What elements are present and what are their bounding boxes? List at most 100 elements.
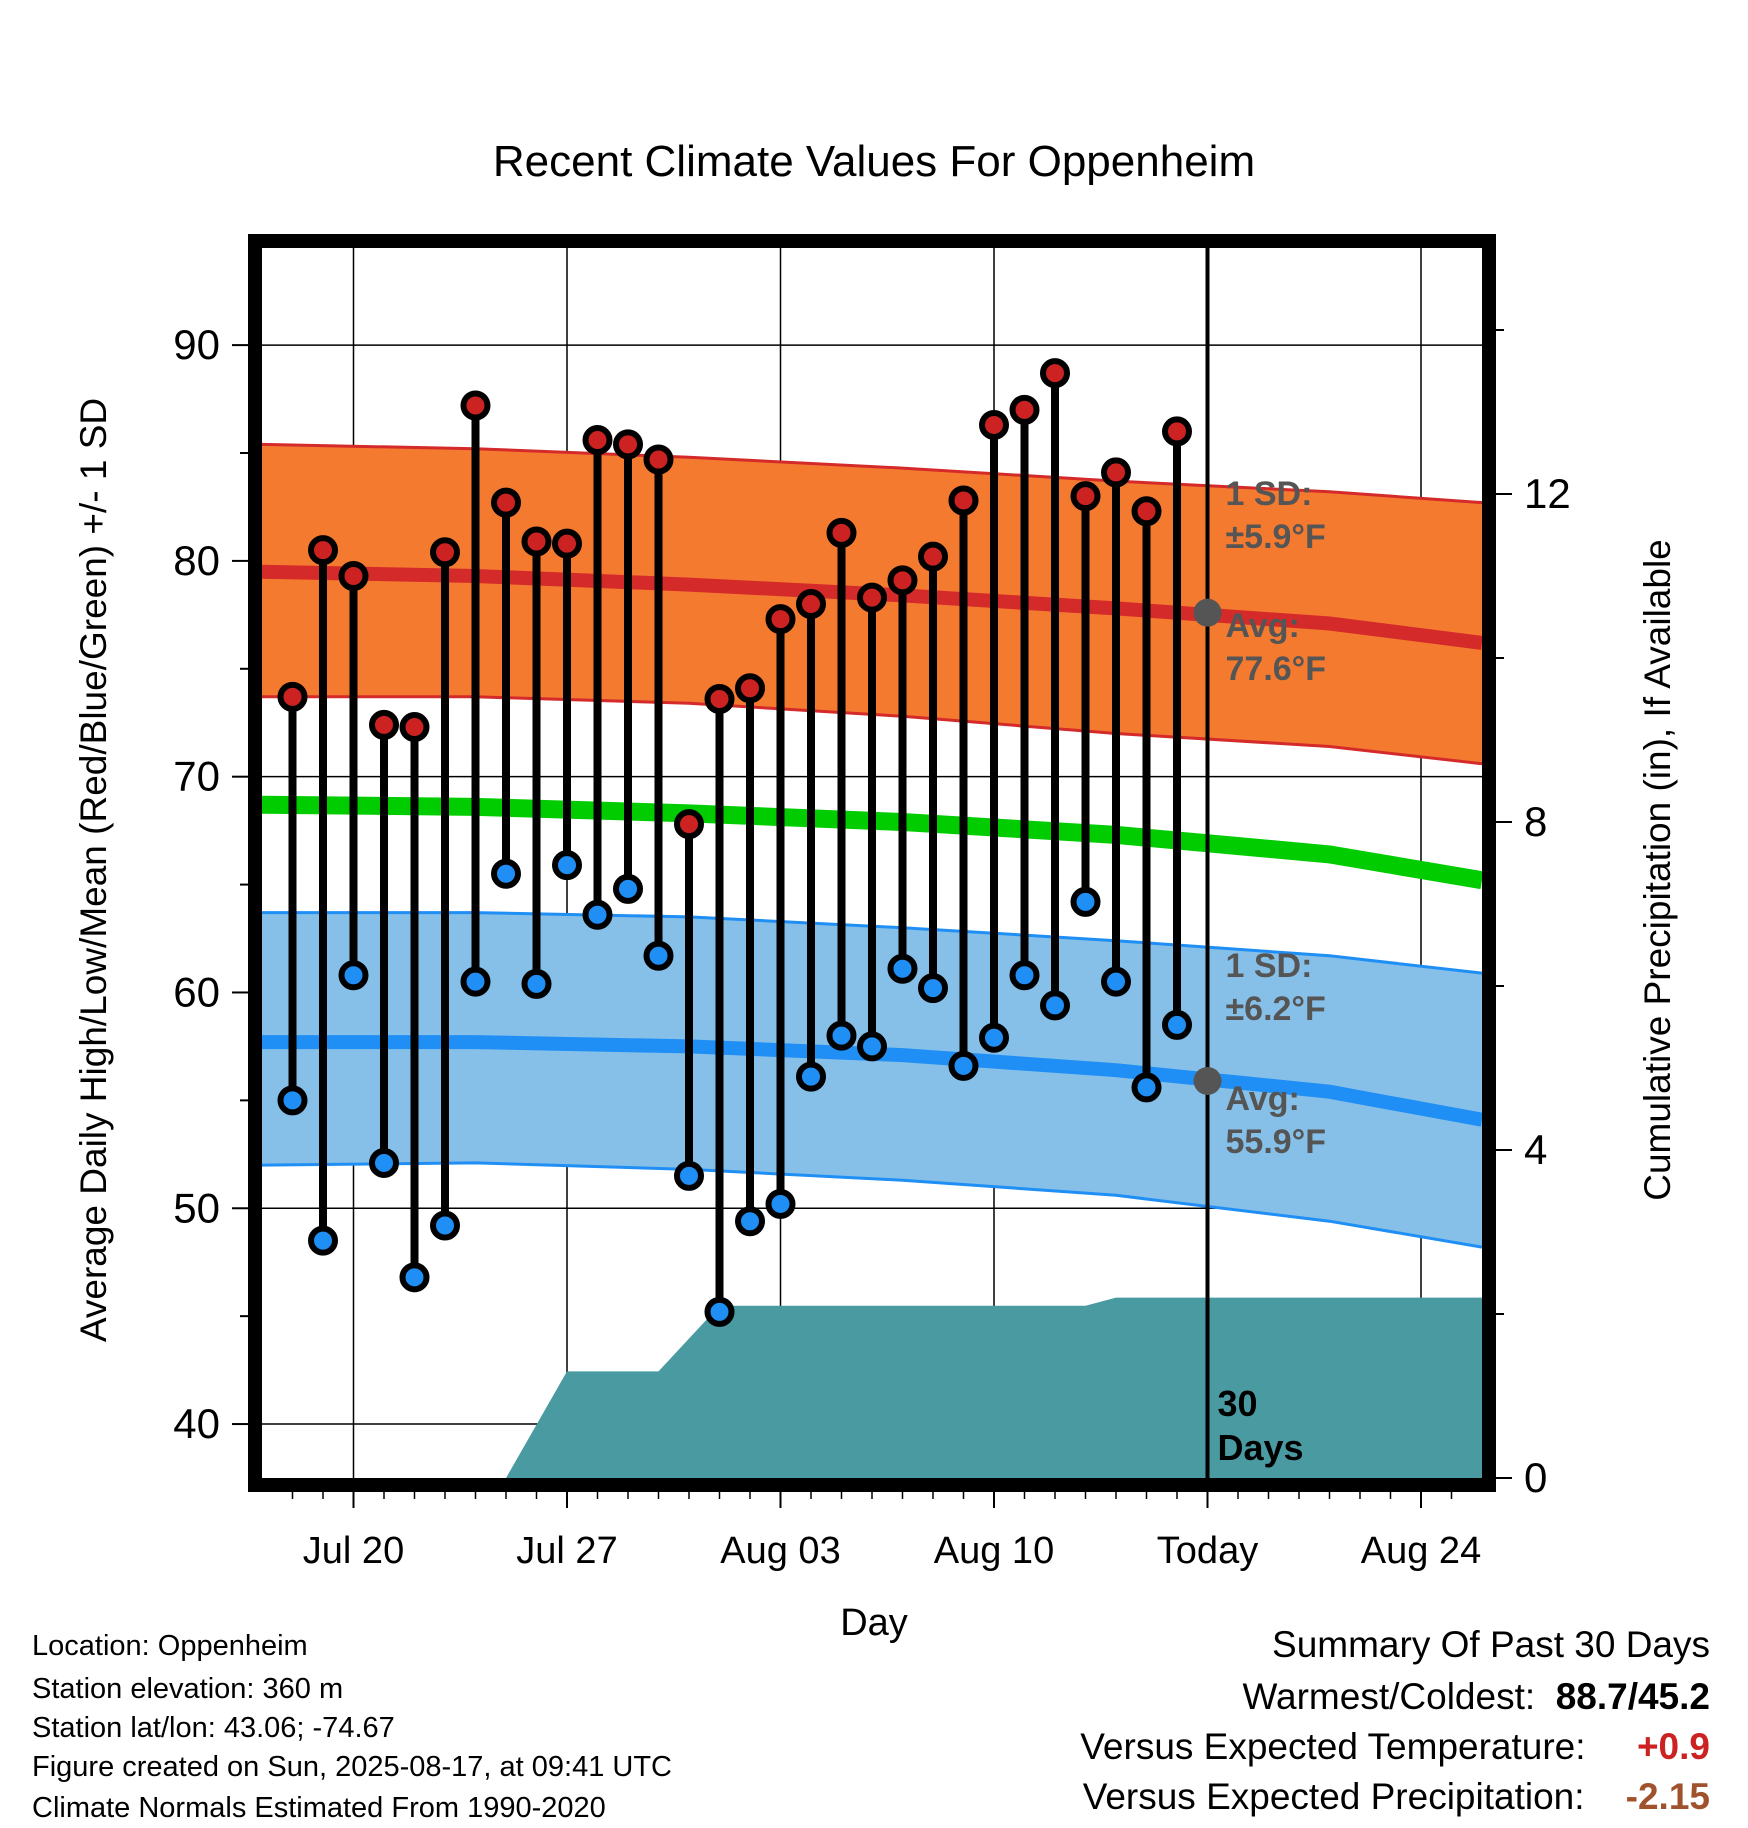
x-tick-label: Today — [1157, 1530, 1258, 1572]
daily-low-point — [1101, 966, 1131, 997]
daily-low-point — [369, 1147, 399, 1178]
daily-high-point — [460, 390, 491, 421]
daily-high-point — [399, 712, 430, 743]
daily-high-point — [704, 684, 735, 714]
daily-high-point — [796, 589, 826, 620]
precip-anomaly-value: -2.15 — [1625, 1776, 1710, 1817]
high-sd-value: ±5.9°F — [1226, 518, 1326, 556]
daily-high-point — [948, 485, 979, 516]
temp-anomaly-value: +0.9 — [1636, 1726, 1710, 1767]
daily-high-point — [918, 541, 948, 572]
low-sd-label: 1 SD: — [1226, 947, 1313, 985]
x-tick-label: Aug 03 — [720, 1530, 840, 1572]
y2-tick-label: 0 — [1524, 1454, 1547, 1501]
plot-frame — [248, 234, 1496, 1492]
y-tick-label: 50 — [173, 1184, 220, 1231]
daily-high-point — [765, 604, 796, 635]
y-tick-label: 40 — [173, 1400, 220, 1447]
daily-high-point — [1101, 457, 1131, 488]
precip-anomaly-label: Versus Expected Precipitation: — [1082, 1776, 1585, 1817]
plot-area: 1 SD: ±5.9°F Avg: 77.6°F 1 SD: ±6.2°F Avg: 55.9… — [173, 234, 1571, 1572]
daily-low-point — [338, 960, 369, 991]
daily-high-point — [613, 429, 643, 460]
daily-low-point — [918, 973, 948, 1004]
daily-low-point — [979, 1022, 1009, 1053]
y-tick-label: 80 — [173, 537, 220, 584]
daily-low-point — [857, 1031, 887, 1062]
daily-low-point — [735, 1206, 765, 1237]
daily-low-point — [704, 1296, 735, 1327]
summary-title: Summary Of Past 30 Days — [1272, 1624, 1710, 1665]
daily-high-point — [643, 444, 674, 475]
high-avg-label: Avg: — [1226, 607, 1300, 645]
daily-high-point — [338, 561, 369, 591]
daily-low-point — [582, 899, 613, 930]
daily-low-point — [1131, 1072, 1162, 1103]
daily-low-point — [1009, 960, 1040, 991]
daily-low-point — [1162, 1009, 1192, 1040]
daily-low-point — [826, 1020, 857, 1051]
y-tick-label: 70 — [173, 753, 220, 800]
daily-high-point — [1040, 358, 1070, 389]
y2-tick-label: 4 — [1524, 1126, 1547, 1173]
daily-low-point — [460, 966, 491, 997]
precip-anomaly-row: Versus Expected Precipitation: -2.15 — [1083, 1778, 1710, 1815]
daily-low-point — [491, 858, 521, 889]
temp-anomaly-label: Versus Expected Temperature: — [1080, 1726, 1586, 1767]
daily-high-point — [369, 709, 399, 740]
daily-low-point — [887, 953, 918, 984]
warmest-coldest-label: Warmest/Coldest: — [1242, 1676, 1536, 1717]
y-axis-label: Average Daily High/Low/Mean (Red/Blue/Gr… — [73, 398, 114, 1342]
daily-high-point — [521, 526, 552, 557]
warmest-coldest-value: 88.7/45.2 — [1555, 1676, 1710, 1717]
y2-tick-label: 12 — [1524, 470, 1571, 517]
daily-low-point — [796, 1061, 826, 1092]
precip-label-30: 30 — [1218, 1383, 1258, 1424]
daily-high-point — [430, 537, 460, 568]
daily-high-point — [735, 673, 765, 704]
daily-low-point — [1070, 886, 1101, 917]
daily-low-point — [765, 1188, 796, 1219]
daily-low-point — [948, 1050, 979, 1081]
precip-label-days: Days — [1218, 1427, 1304, 1468]
today-low-normal-marker — [1193, 1066, 1222, 1095]
x-tick-label: Aug 10 — [934, 1530, 1054, 1572]
daily-low-point — [643, 940, 674, 971]
x-tick-label: Jul 27 — [516, 1530, 617, 1572]
x-axis-label: Day — [840, 1602, 908, 1644]
daily-low-point — [277, 1085, 308, 1116]
daily-high-point — [277, 681, 308, 712]
low-lower-line — [262, 1161, 1482, 1249]
daily-low-point — [613, 873, 643, 904]
daily-high-point — [857, 582, 887, 613]
daily-low-point — [399, 1262, 430, 1293]
y-tick-label: 60 — [173, 968, 220, 1015]
daily-high-point — [826, 517, 857, 548]
low-sd-value: ±6.2°F — [1226, 990, 1326, 1028]
precip-area — [262, 1297, 1482, 1478]
daily-high-point — [1070, 481, 1101, 512]
low-avg-value: 55.9°F — [1226, 1123, 1327, 1161]
daily-low-point — [521, 968, 552, 999]
daily-high-point — [1162, 416, 1192, 447]
y-tick-label: 90 — [173, 321, 220, 368]
today-high-normal-marker — [1193, 598, 1222, 627]
daily-high-point — [1131, 496, 1162, 527]
x-tick-label: Aug 24 — [1361, 1530, 1481, 1572]
daily-high-point — [582, 425, 613, 456]
high-avg-value: 77.6°F — [1226, 650, 1327, 688]
x-tick-label: Jul 20 — [303, 1530, 404, 1572]
daily-low-point — [430, 1210, 460, 1241]
daily-low-point — [552, 850, 582, 881]
daily-low-point — [674, 1160, 704, 1191]
daily-low-point — [1040, 990, 1070, 1021]
y2-tick-label: 8 — [1524, 798, 1547, 845]
daily-high-point — [887, 565, 918, 596]
low-avg-label: Avg: — [1226, 1080, 1300, 1118]
daily-high-point — [552, 528, 582, 559]
temp-anomaly-row: Versus Expected Temperature: +0.9 — [1080, 1728, 1710, 1765]
elevation-text: Station elevation: 360 m — [32, 1673, 344, 1705]
created-text: Figure created on Sun, 2025-08-17, at 09… — [32, 1751, 672, 1783]
daily-high-point — [491, 487, 521, 518]
daily-high-point — [674, 809, 704, 840]
